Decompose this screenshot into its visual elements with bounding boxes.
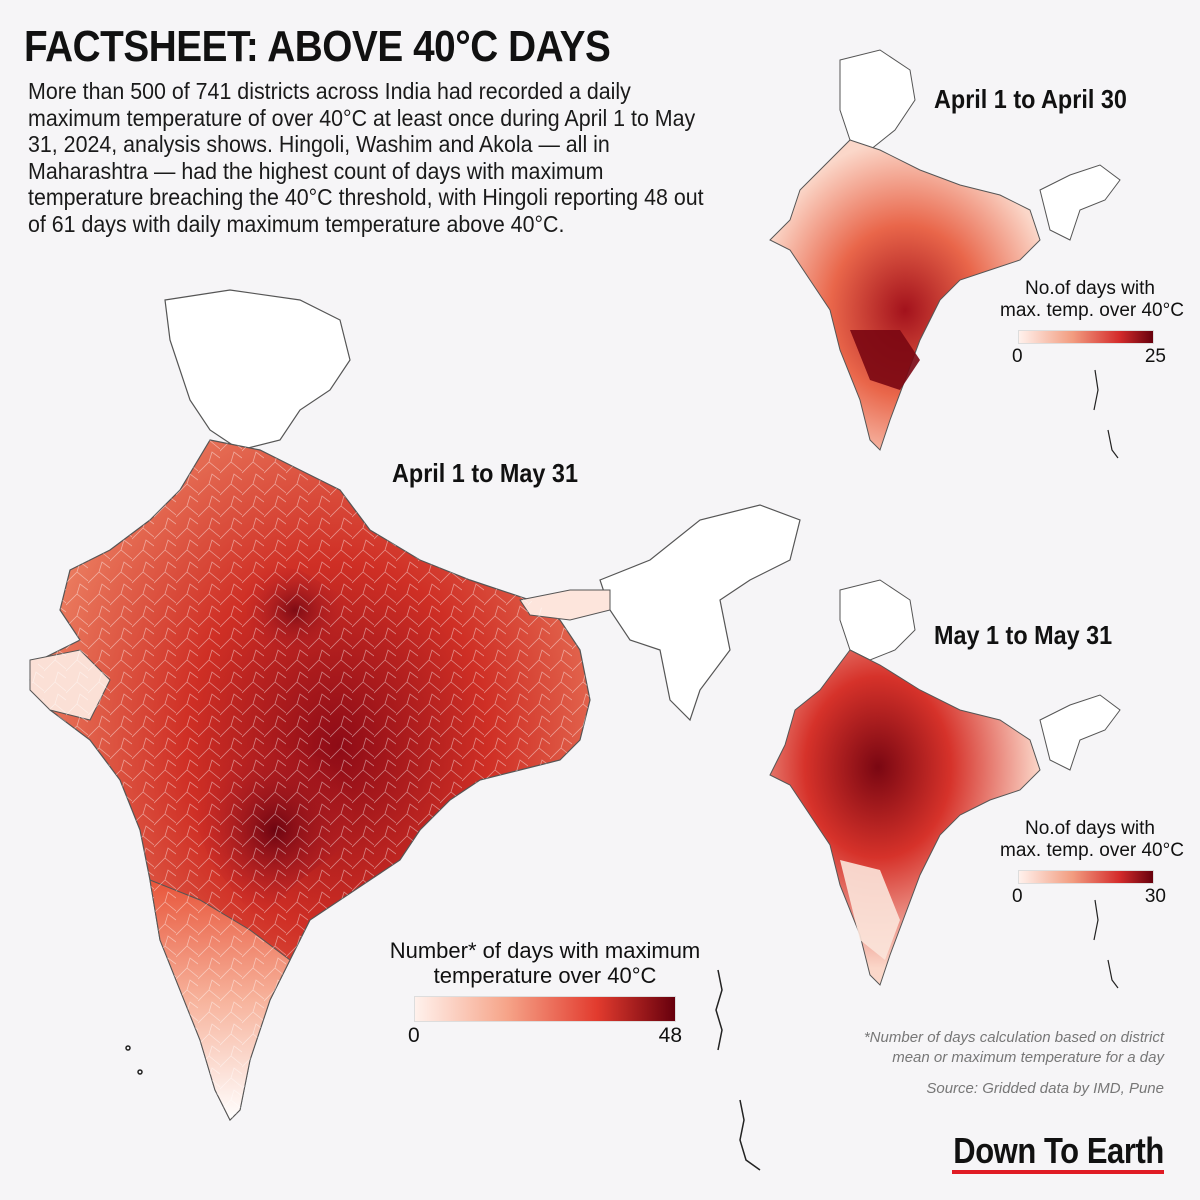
may-legend-max: 30 [1144, 886, 1166, 907]
main-map-islands [125, 969, 761, 1171]
april-legend-caption-1: No.of days with [1025, 278, 1155, 299]
source-note: Source: Gridded data by IMD, Pune [926, 1080, 1164, 1097]
main-legend-min: 0 [408, 1024, 420, 1047]
april-legend: No.of days with max. temp. over 40°C 0 2… [1000, 278, 1184, 370]
footnote: *Number of days calculation based on dis… [804, 1028, 1164, 1068]
april-legend-color-bar [1018, 330, 1154, 344]
main-legend-caption-1: Number* of days with maximum [389, 938, 701, 963]
main-map-northeast-region [599, 504, 801, 722]
main-legend: Number* of days with maximum temperature… [360, 938, 730, 1048]
brand-underline [952, 1170, 1164, 1174]
may-legend-min: 0 [1012, 886, 1023, 907]
april-legend-min: 0 [1012, 346, 1023, 367]
main-map-label: April 1 to May 31 [392, 458, 578, 488]
april-legend-caption-2: max. temp. over 40°C [1000, 300, 1184, 321]
intro-text: More than 500 of 741 districts across In… [28, 78, 704, 237]
may-map-label: May 1 to May 31 [934, 620, 1113, 650]
main-map-north-region [164, 289, 351, 451]
footnote-line-1: *Number of days calculation based on dis… [863, 1029, 1164, 1046]
may-legend-caption-1: No.of days with [1025, 818, 1155, 839]
main-legend-color-bar [414, 996, 676, 1022]
may-legend-caption-2: max. temp. over 40°C [1000, 840, 1184, 861]
main-legend-caption-2: temperature over 40°C [433, 963, 657, 988]
page-title: FACTSHEET: ABOVE 40°C DAYS [24, 22, 611, 71]
may-legend: No.of days with max. temp. over 40°C 0 3… [1000, 818, 1184, 910]
may-map-heat-region [769, 649, 1041, 986]
april-legend-max: 25 [1144, 346, 1166, 367]
may-legend-color-bar [1018, 870, 1154, 884]
april-map-label: April 1 to April 30 [934, 84, 1127, 114]
main-legend-max: 48 [658, 1024, 682, 1047]
brand-logo: Down To Earth [953, 1130, 1164, 1171]
april-map-heat-region [769, 139, 1041, 451]
footnote-line-2: mean or maximum temperature for a day [892, 1049, 1164, 1066]
